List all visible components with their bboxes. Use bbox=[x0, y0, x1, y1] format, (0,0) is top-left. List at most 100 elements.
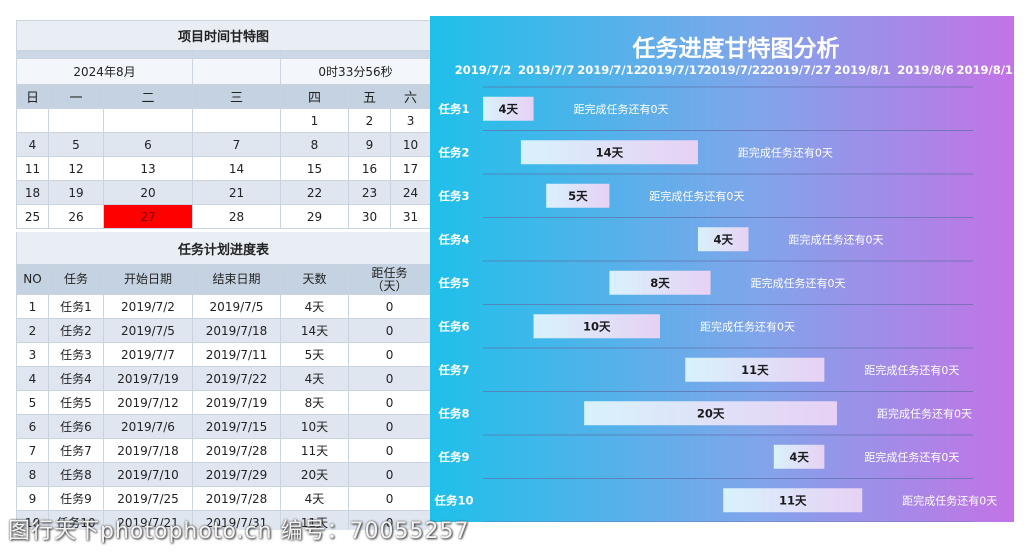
calendar-day-cell[interactable] bbox=[16, 108, 49, 133]
calendar-day-cell[interactable]: 5 bbox=[48, 132, 104, 157]
calendar-day-cell[interactable]: 13 bbox=[103, 156, 193, 181]
remaining-label: 距完成任务还有0天 bbox=[877, 406, 972, 420]
calendar-day-cell[interactable]: 22 bbox=[280, 180, 349, 205]
calendar-day-cell[interactable] bbox=[192, 108, 281, 133]
gantt-bar bbox=[520, 140, 698, 165]
calendar-day-cell[interactable]: 30 bbox=[348, 204, 391, 229]
bar-duration-label: 11天 bbox=[741, 363, 769, 377]
table-row: 7 任务7 2019/7/18 2019/7/28 11天 0 bbox=[16, 438, 430, 463]
calendar-week-row: 11 12 13 14 15 16 17 bbox=[16, 156, 430, 181]
calendar-day-cell[interactable]: 19 bbox=[48, 180, 104, 205]
category-label: 任务2 bbox=[437, 145, 469, 159]
calendar-day-cell[interactable]: 3 bbox=[389, 108, 430, 133]
calendar-spacer bbox=[192, 50, 281, 59]
table-cell: 2 bbox=[16, 318, 49, 343]
x-tick-label: 2019/7/27 bbox=[767, 63, 831, 77]
calendar-day-cell[interactable]: 1 bbox=[280, 108, 349, 133]
calendar-day-cell[interactable]: 9 bbox=[348, 132, 391, 157]
task-table: 任务计划进度表 NO 任务 开始日期 结束日期 天数 距任务 （天） 1 任务1 2019/7… bbox=[16, 229, 430, 530]
bar-duration-label: 4天 bbox=[713, 232, 733, 246]
table-cell: 2019/7/11 bbox=[192, 342, 281, 367]
table-row: 5 任务5 2019/7/12 2019/7/19 8天 0 bbox=[16, 390, 430, 415]
calendar-day-cell[interactable]: 10 bbox=[389, 132, 430, 157]
gantt-panel: 任务进度甘特图分析 2019/7/2 2019/7/7 2019/7/12 2019/… bbox=[430, 16, 1014, 522]
gantt-bar bbox=[685, 357, 825, 382]
calendar-day-cell[interactable]: 29 bbox=[280, 204, 349, 229]
calendar-day-cell[interactable]: 18 bbox=[16, 180, 49, 205]
calendar-day-cell[interactable]: 14 bbox=[192, 156, 281, 181]
calendar-day-cell[interactable]: 25 bbox=[16, 204, 49, 229]
table-cell: 2019/7/18 bbox=[103, 438, 193, 463]
calendar-day-cell[interactable]: 4 bbox=[16, 132, 49, 157]
table-cell: 0 bbox=[347, 318, 430, 343]
task-table-header: 任务 bbox=[48, 264, 104, 295]
table-cell: 2019/7/5 bbox=[103, 318, 193, 343]
table-cell: 2019/7/31 bbox=[192, 510, 281, 530]
calendar-day-cell[interactable]: 31 bbox=[389, 204, 430, 229]
table-cell: 2019/7/21 bbox=[103, 510, 193, 530]
weekday-header: 六 bbox=[389, 84, 430, 109]
table-cell: 任务8 bbox=[48, 462, 104, 487]
table-row: 8 任务8 2019/7/10 2019/7/29 20天 0 bbox=[16, 462, 430, 487]
weekday-header: 五 bbox=[348, 84, 391, 109]
calendar-day-cell[interactable]: 12 bbox=[48, 156, 104, 181]
calendar-day-cell[interactable]: 8 bbox=[280, 132, 349, 157]
table-cell: 4 bbox=[16, 366, 49, 391]
calendar-day-cell[interactable]: 6 bbox=[103, 132, 193, 157]
weekday-header: 四 bbox=[280, 84, 349, 109]
table-cell: 4天 bbox=[280, 486, 349, 511]
table-cell: 2019/7/22 bbox=[192, 366, 281, 391]
gantt-bar bbox=[584, 401, 837, 426]
table-row: 9 任务9 2019/7/25 2019/7/28 4天 0 bbox=[16, 486, 430, 511]
table-cell: 2019/7/12 bbox=[103, 390, 193, 415]
task-table-header: NO bbox=[16, 264, 49, 295]
calendar-day-cell[interactable]: 7 bbox=[192, 132, 281, 157]
calendar-day-cell[interactable] bbox=[48, 108, 104, 133]
calendar-day-cell[interactable]: 20 bbox=[103, 180, 193, 205]
x-tick-label: 2019/7/2 bbox=[455, 63, 511, 77]
task-table-header: 结束日期 bbox=[192, 264, 281, 295]
gantt-bar bbox=[533, 314, 660, 339]
gantt-bar bbox=[483, 96, 534, 121]
calendar-day-cell[interactable]: 17 bbox=[389, 156, 430, 181]
calendar-day-cell[interactable]: 27 bbox=[103, 204, 193, 229]
table-row: 6 任务6 2019/7/6 2019/7/15 10天 0 bbox=[16, 414, 430, 439]
calendar-day-cell[interactable]: 28 bbox=[192, 204, 281, 229]
table-cell: 10 bbox=[16, 510, 49, 530]
table-cell: 任务4 bbox=[48, 366, 104, 391]
table-cell: 7 bbox=[16, 438, 49, 463]
category-label: 任务3 bbox=[437, 189, 469, 203]
calendar-day-cell[interactable]: 24 bbox=[389, 180, 430, 205]
calendar-day-cell[interactable]: 2 bbox=[348, 108, 391, 133]
calendar-day-cell[interactable]: 11 bbox=[16, 156, 49, 181]
table-cell: 任务3 bbox=[48, 342, 104, 367]
calendar-day-cell[interactable]: 15 bbox=[280, 156, 349, 181]
calendar-month-label: 2024年8月 bbox=[16, 58, 193, 85]
table-cell: 3 bbox=[16, 342, 49, 367]
remaining-label: 距完成任务还有0天 bbox=[700, 319, 795, 333]
calendar-info-blank bbox=[192, 58, 281, 85]
table-cell: 2019/7/28 bbox=[192, 486, 281, 511]
remaining-label: 距完成任务还有0天 bbox=[649, 189, 744, 203]
bar-duration-label: 4天 bbox=[789, 450, 809, 464]
table-cell: 任务1 bbox=[48, 294, 104, 319]
table-cell: 任务2 bbox=[48, 318, 104, 343]
table-cell: 0 bbox=[347, 510, 430, 530]
remaining-label: 距完成任务还有0天 bbox=[864, 450, 959, 464]
table-cell: 8 bbox=[16, 462, 49, 487]
calendar-day-cell[interactable]: 21 bbox=[192, 180, 281, 205]
table-cell: 2019/7/28 bbox=[192, 438, 281, 463]
table-cell: 4天 bbox=[280, 366, 349, 391]
calendar-day-cell[interactable]: 26 bbox=[48, 204, 104, 229]
gantt-chart: 任务进度甘特图分析 2019/7/2 2019/7/7 2019/7/122019/… bbox=[433, 35, 1014, 522]
table-cell: 8天 bbox=[280, 390, 349, 415]
calendar-day-cell[interactable]: 16 bbox=[348, 156, 391, 181]
chart-title: 任务进度甘特图分析 bbox=[632, 35, 840, 62]
x-axis-ticks: 2019/7/2 2019/7/7 2019/7/122019/7/172019/7… bbox=[455, 63, 1014, 77]
calendar-day-cell[interactable]: 23 bbox=[348, 180, 391, 205]
table-cell: 任务7 bbox=[48, 438, 104, 463]
calendar-day-cell[interactable] bbox=[103, 108, 193, 133]
table-cell: 2019/7/29 bbox=[192, 462, 281, 487]
table-cell: 2019/7/6 bbox=[103, 414, 193, 439]
